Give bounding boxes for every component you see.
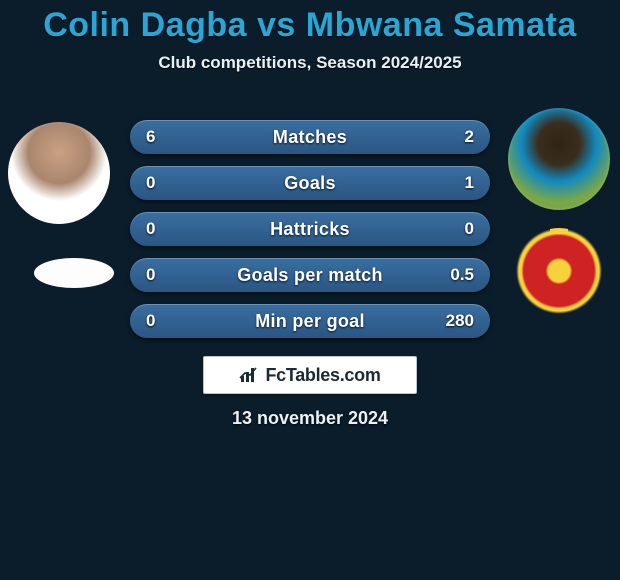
stat-bar-goals-per-match: 0 Goals per match 0.5 [130, 258, 490, 292]
stat-value-left: 0 [146, 311, 155, 331]
player-right-club-badge [516, 228, 602, 314]
stat-bar-hattricks: 0 Hattricks 0 [130, 212, 490, 246]
stat-label: Hattricks [270, 219, 350, 240]
stat-value-right: 0 [465, 219, 474, 239]
player-left-club-badge [34, 258, 114, 288]
brand-text: FcTables.com [265, 365, 380, 386]
stat-value-left: 6 [146, 127, 155, 147]
stat-value-left: 0 [146, 219, 155, 239]
stat-value-right: 2 [465, 127, 474, 147]
comparison-date: 13 november 2024 [0, 408, 620, 429]
stat-value-right: 1 [465, 173, 474, 193]
stat-label: Matches [273, 127, 347, 148]
comparison-title: Colin Dagba vs Mbwana Samata [0, 0, 620, 45]
stat-bar-min-per-goal: 0 Min per goal 280 [130, 304, 490, 338]
stats-bars: 6 Matches 2 0 Goals 1 0 Hattricks 0 0 Go… [130, 120, 490, 338]
stat-value-left: 0 [146, 265, 155, 285]
stat-bar-matches: 6 Matches 2 [130, 120, 490, 154]
stat-value-left: 0 [146, 173, 155, 193]
stat-value-right: 280 [446, 311, 474, 331]
stat-bar-goals: 0 Goals 1 [130, 166, 490, 200]
bar-chart-icon [239, 366, 259, 384]
player-right-avatar [508, 108, 610, 210]
stat-label: Goals [284, 173, 336, 194]
comparison-subtitle: Club competitions, Season 2024/2025 [0, 53, 620, 73]
brand-box: FcTables.com [203, 356, 417, 394]
stat-label: Goals per match [237, 265, 383, 286]
stat-value-right: 0.5 [450, 265, 474, 285]
player-left-avatar [8, 122, 110, 224]
stat-label: Min per goal [255, 311, 365, 332]
